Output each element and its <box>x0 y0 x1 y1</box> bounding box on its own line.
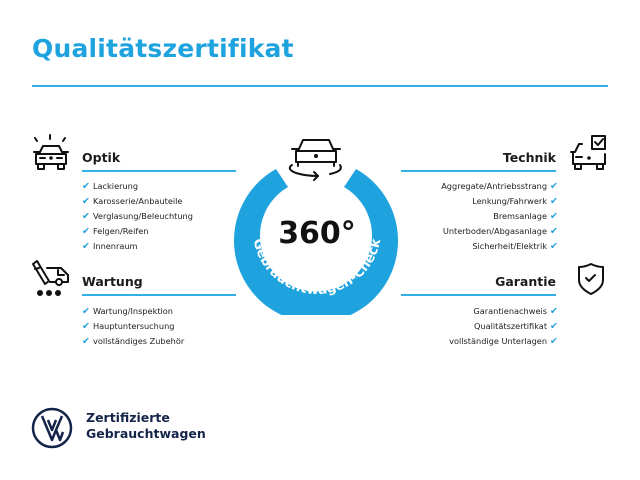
check-icon: ✔ <box>550 306 558 317</box>
list-item: Lenkung/Fahrwerk ✔ <box>472 196 558 207</box>
page-title: Qualitätszertifikat <box>32 34 294 63</box>
section-title-technik: Technik <box>502 150 556 165</box>
check-icon: ✔ <box>82 336 90 347</box>
list-item: Garantienachweis ✔ <box>473 306 558 317</box>
check-icon: ✔ <box>82 196 90 207</box>
badge-ring <box>234 169 398 315</box>
logo-line2: Gebrauchtwagen <box>86 426 206 441</box>
logo-line1: Zertifizierte <box>86 410 170 425</box>
list-item: ✔ Wartung/Inspektion <box>82 306 173 317</box>
garantie-list: Garantienachweis ✔ Qualitätszertifikat ✔ v… <box>449 304 558 349</box>
optik-list: ✔ Lackierung ✔ Karosserie/Anbauteile ✔ Verg… <box>82 179 193 254</box>
optik-divider <box>82 170 236 172</box>
check-icon: ✔ <box>82 321 90 332</box>
check-icon: ✔ <box>550 196 558 207</box>
360-check-badge: Gebrauchtwagen-Check 360° <box>234 139 398 315</box>
list-item: ✔ Innenraum <box>82 241 138 252</box>
check-icon: ✔ <box>550 181 558 192</box>
service-van-icon <box>32 260 69 296</box>
title-divider <box>32 85 608 87</box>
check-icon: ✔ <box>550 211 558 222</box>
car-rotate-icon <box>288 139 342 181</box>
check-icon: ✔ <box>550 336 558 347</box>
technik-divider <box>401 170 556 172</box>
list-item: vollständige Unterlagen ✔ <box>449 336 558 347</box>
check-icon: ✔ <box>82 226 90 237</box>
list-item: Sicherheit/Elektrik ✔ <box>472 241 558 252</box>
check-icon: ✔ <box>82 306 90 317</box>
car-lights-icon <box>33 134 69 170</box>
shield-check-icon <box>578 263 604 295</box>
section-title-garantie: Garantie <box>495 274 556 289</box>
list-item: ✔ Karosserie/Anbauteile <box>82 196 183 207</box>
wartung-divider <box>82 294 236 296</box>
badge-number: 360° <box>278 216 356 251</box>
list-item: ✔ Lackierung <box>82 181 139 192</box>
list-item: Unterboden/Abgasanlage ✔ <box>442 226 558 237</box>
list-item: ✔ Felgen/Reifen <box>82 226 149 237</box>
wartung-list: ✔ Wartung/Inspektion ✔ Hauptuntersuchung ✔… <box>82 304 184 349</box>
list-item: Aggregate/Antriebsstrang ✔ <box>441 181 558 192</box>
car-checkbox-icon <box>570 135 606 170</box>
vw-logo-icon <box>31 407 73 449</box>
list-item: ✔ Hauptuntersuchung <box>82 321 175 332</box>
list-item: ✔ Verglasung/Beleuchtung <box>82 211 193 222</box>
list-item: ✔ vollständiges Zubehör <box>82 336 185 347</box>
logo-text: Zertifizierte Gebrauchtwagen <box>86 410 206 442</box>
garantie-divider <box>401 294 556 296</box>
check-icon: ✔ <box>550 321 558 332</box>
check-icon: ✔ <box>550 241 558 252</box>
check-icon: ✔ <box>82 241 90 252</box>
section-title-wartung: Wartung <box>82 274 143 289</box>
check-icon: ✔ <box>550 226 558 237</box>
section-title-optik: Optik <box>82 150 121 165</box>
technik-list: Aggregate/Antriebsstrang ✔ Lenkung/Fahrwe… <box>441 179 558 254</box>
list-item: Qualitätszertifikat ✔ <box>473 321 558 332</box>
check-icon: ✔ <box>82 211 90 222</box>
list-item: Bremsanlage ✔ <box>493 211 558 222</box>
check-icon: ✔ <box>82 181 90 192</box>
